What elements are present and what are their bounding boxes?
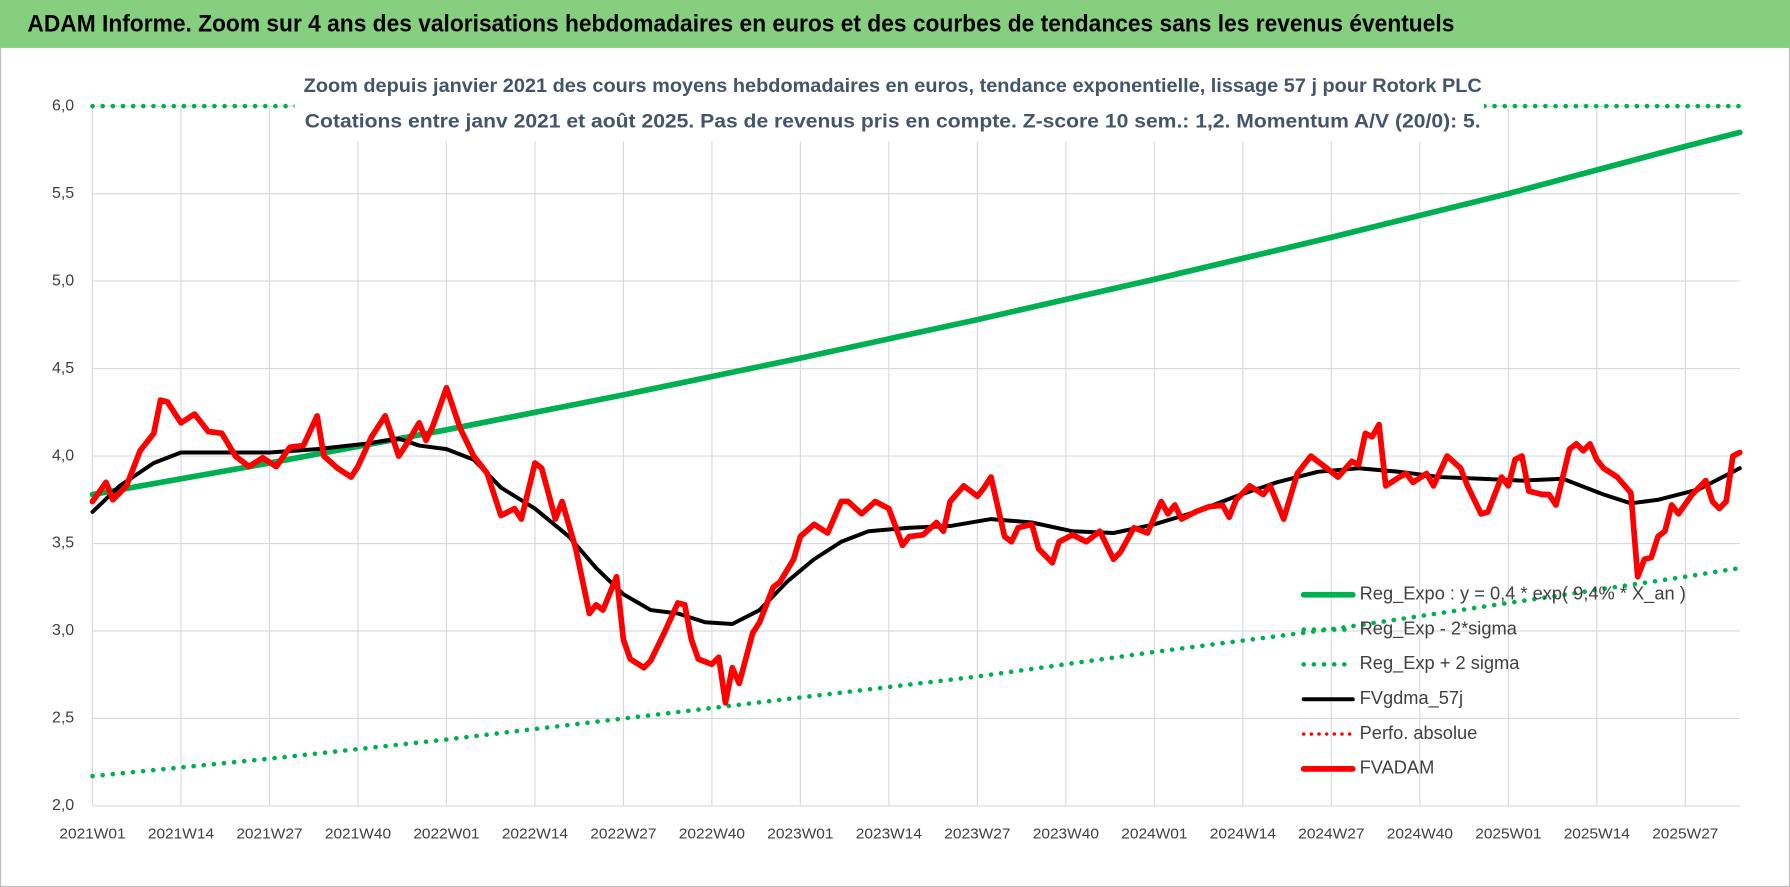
- y-tick-label: 6,0: [52, 97, 74, 114]
- x-tick-label: 2025W27: [1652, 826, 1718, 842]
- legend-label: FVADAM: [1360, 757, 1435, 778]
- header-bar: [0, 0, 1790, 48]
- subtitle: Zoom depuis janvier 2021 des cours moyen…: [304, 75, 1482, 97]
- x-tick-label: 2024W40: [1387, 826, 1453, 842]
- x-tick-label: 2022W27: [590, 826, 656, 842]
- legend: Reg_Expo : y = 0,4 * exp( 9,4% * X_an ) R…: [1300, 583, 1686, 778]
- x-tick-label: 2023W14: [856, 826, 922, 842]
- subtitle-box: [294, 68, 1485, 142]
- x-tick-label: 2021W01: [59, 826, 125, 842]
- x-tick-label: 2024W27: [1298, 826, 1364, 842]
- x-tick-label: 2025W14: [1564, 826, 1630, 842]
- legend-label: Reg_Exp - 2*sigma: [1360, 617, 1518, 639]
- x-tick-label: 2023W40: [1033, 826, 1099, 842]
- y-tick-label: 5,5: [52, 185, 74, 202]
- x-tick-label: 2021W40: [325, 826, 391, 842]
- x-tick-label: 2024W14: [1210, 826, 1276, 842]
- x-tick-label: 2021W27: [236, 826, 302, 842]
- y-tick-label: 4,0: [52, 447, 74, 464]
- x-tick-label: 2021W14: [148, 826, 214, 842]
- y-tick-label: 2,5: [52, 710, 74, 727]
- legend-label: Reg_Exp + 2 sigma: [1360, 652, 1521, 674]
- series-line: [89, 384, 1743, 706]
- legend-label: Reg_Expo : y = 0,4 * exp( 9,4% * X_an ): [1360, 583, 1686, 605]
- legend-label: Perfo. absolue: [1360, 722, 1478, 743]
- x-tick-label: 2023W27: [944, 826, 1010, 842]
- y-tick-label: 5,0: [52, 272, 74, 289]
- x-tick-label: 2025W01: [1475, 826, 1541, 842]
- y-tick-label: 2,0: [52, 797, 74, 814]
- y-tick-label: 3,0: [52, 622, 74, 639]
- x-tick-label: 2022W14: [502, 826, 568, 842]
- subtitle: Cotations entre janv 2021 et août 2025. …: [305, 110, 1481, 132]
- x-tick-label: 2022W01: [413, 826, 479, 842]
- series-line: [90, 565, 1743, 779]
- legend-label: FVgdma_57j: [1360, 687, 1463, 709]
- y-tick-label: 4,5: [52, 360, 74, 377]
- y-tick-label: 3,5: [52, 535, 74, 552]
- header-title: ADAM Informe. Zoom sur 4 ans des valoris…: [27, 10, 1454, 37]
- x-tick-label: 2022W40: [679, 826, 745, 842]
- x-tick-label: 2023W01: [767, 826, 833, 842]
- x-tick-label: 2024W01: [1121, 826, 1187, 842]
